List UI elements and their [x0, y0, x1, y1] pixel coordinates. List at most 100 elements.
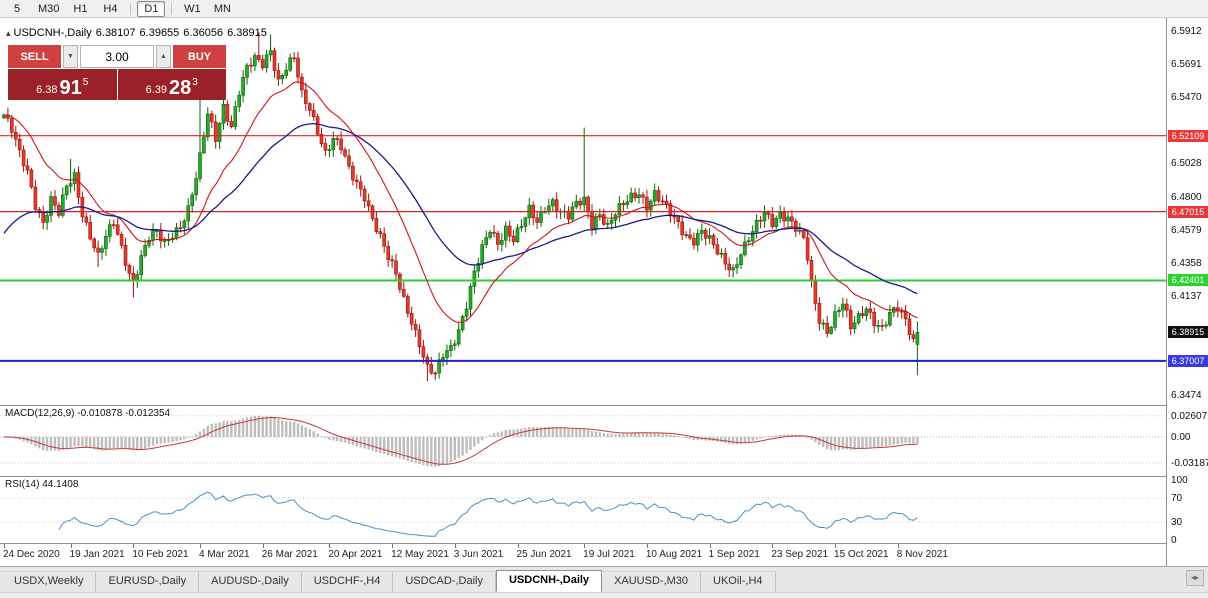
chart-tab-eurusd-daily[interactable]: EURUSD-,Daily — [96, 571, 200, 592]
chart-tab-usdx-weekly[interactable]: USDX,Weekly — [2, 571, 97, 592]
price-axis-badge: 6.42401 — [1168, 274, 1208, 287]
time-axis-tick — [133, 544, 135, 548]
timeframe-5[interactable]: 5 — [13, 2, 21, 15]
buy-price-button[interactable]: 6.39 28 3 — [117, 69, 226, 100]
chart-tab-usdchf-h4[interactable]: USDCHF-,H4 — [301, 571, 394, 592]
macd-axis-tick: 0.00 — [1171, 431, 1191, 443]
macd-chart — [0, 415, 1166, 467]
chart-tab-usdcad-daily[interactable]: USDCAD-,Daily — [393, 571, 496, 592]
time-axis-label: 12 May 2021 — [391, 549, 449, 560]
time-axis-label: 10 Aug 2021 — [645, 549, 703, 560]
time-axis-tick — [772, 544, 774, 548]
time-axis-label: 8 Nov 2021 — [896, 549, 948, 560]
time-axis-label: 25 Jun 2021 — [516, 549, 572, 560]
time-axis-tick — [709, 544, 711, 548]
timeframe-d1[interactable]: D1 — [137, 0, 166, 17]
time-axis-label: 24 Dec 2020 — [3, 549, 60, 560]
time-axis[interactable]: 24 Dec 2020 19 Jan 2021 10 Feb 2021 4 Mar 2… — [0, 544, 1166, 566]
rsi-axis-tick: 70 — [1171, 493, 1183, 504]
quote-open: 6.38107 — [95, 27, 136, 39]
buy-price-pips: 28 — [169, 77, 192, 99]
time-axis-label: 26 Mar 2021 — [261, 549, 318, 560]
volume-decrease-icon[interactable]: ▼ — [63, 45, 78, 68]
rsi-chart — [0, 491, 1166, 537]
rsi-axis-tick: 30 — [1171, 517, 1183, 528]
chart-tab-usdcnh-daily[interactable]: USDCNH-,Daily — [495, 570, 603, 592]
time-axis-label: 1 Sep 2021 — [708, 549, 760, 560]
time-axis-tick — [262, 544, 264, 548]
pane-separator — [0, 543, 1208, 544]
timeframe-h1[interactable]: H1 — [73, 2, 88, 15]
price-axis-tick: 6.5028 — [1171, 157, 1202, 169]
price-axis-tick: 6.5470 — [1171, 92, 1202, 104]
pane-separator[interactable] — [0, 476, 1208, 477]
price-axis-badge: 6.37007 — [1168, 354, 1208, 367]
sell-price-button[interactable]: 6.38 91 5 — [8, 69, 117, 100]
timeframe-m30[interactable]: M30 — [38, 2, 60, 15]
time-axis-label: 3 Jun 2021 — [453, 549, 504, 560]
buy-price-point: 3 — [192, 77, 198, 88]
quote-low: 6.36056 — [183, 27, 224, 39]
one-click-collapse-icon[interactable]: ▴ — [6, 28, 11, 38]
sell-button[interactable]: SELL — [8, 45, 61, 68]
candlestick-chart — [0, 32, 1166, 382]
time-axis-tick — [517, 544, 519, 548]
one-click-trading-panel: SELL ▼ ▲ BUY 6.38 91 5 6.39 28 3 — [8, 45, 226, 100]
volume-input[interactable] — [80, 45, 154, 68]
price-axis[interactable]: 6.5912 6.5691 6.5470 6.5028 6.4800 6.4579 6.43… — [1166, 18, 1208, 566]
time-axis-tick — [329, 544, 331, 548]
rsi-label: RSI(14) 44.1408 — [5, 479, 79, 490]
price-axis-tick: 6.3474 — [1171, 389, 1202, 401]
sell-price-pips: 91 — [59, 77, 82, 99]
timeframe-h4[interactable]: H4 — [103, 2, 118, 15]
buy-price-figure: 6.39 — [145, 84, 168, 96]
time-axis-label: 20 Apr 2021 — [328, 549, 383, 560]
rsi-pane-surface[interactable] — [0, 477, 1166, 543]
time-axis-tick — [70, 544, 72, 548]
time-axis-label: 19 Jan 2021 — [69, 549, 125, 560]
macd-axis-tick: 0.02607 — [1171, 410, 1208, 422]
time-axis-tick — [454, 544, 456, 548]
time-axis-tick — [200, 544, 201, 548]
price-axis-tick: 6.4579 — [1171, 224, 1202, 236]
toolbar-separator — [171, 2, 173, 15]
chart-tab-ukoil-h4[interactable]: UKOil-,H4 — [701, 571, 776, 592]
rsi-axis-tick: 100 — [1171, 475, 1188, 486]
timeframe-mn[interactable]: MN — [213, 2, 231, 15]
time-axis-label: 23 Sep 2021 — [771, 549, 829, 560]
toolbar-separator — [130, 2, 132, 15]
price-axis-badge: 6.47015 — [1168, 205, 1208, 218]
quote-high: 6.39655 — [139, 27, 180, 39]
quote-close: 6.38915 — [227, 27, 267, 39]
time-axis-tick — [392, 544, 394, 548]
timeframe-w1[interactable]: W1 — [184, 2, 201, 15]
time-axis-label: 4 Mar 2021 — [199, 549, 250, 560]
chart-tab-audusd-daily[interactable]: AUDUSD-,Daily — [199, 571, 302, 592]
time-axis-tick — [646, 544, 648, 548]
quote-ohlc-line: ▴ USDCNH-,Daily 6.38107 6.39655 6.36056 6.389… — [6, 27, 271, 39]
time-axis-tick — [4, 544, 5, 548]
main-chart-surface[interactable] — [0, 18, 1166, 405]
price-axis-tick: 6.4800 — [1171, 191, 1202, 203]
rsi-axis-tick: 0 — [1171, 535, 1177, 546]
time-axis-label: 15 Oct 2021 — [834, 549, 889, 560]
sell-price-figure: 6.38 — [36, 84, 58, 96]
timeframe-toolbar: 5 M30 H1 H4 D1 W1 MN — [0, 0, 1208, 18]
price-axis-tick: 6.4358 — [1171, 257, 1202, 269]
volume-increase-icon[interactable]: ▲ — [156, 45, 171, 68]
symbol-period-label: USDCNH-,Daily — [13, 27, 92, 39]
price-axis-tick: 6.5912 — [1171, 26, 1202, 38]
time-axis-label: 10 Feb 2021 — [132, 549, 189, 560]
pane-separator[interactable] — [0, 405, 1208, 406]
buy-button[interactable]: BUY — [173, 45, 226, 68]
price-axis-tick: 6.4137 — [1171, 290, 1202, 302]
tab-scroll-control[interactable]: ◂▸ — [1186, 570, 1204, 586]
chart-tab-xauusd-m30[interactable]: XAUUSD-,M30 — [602, 571, 702, 592]
time-axis-label: 19 Jul 2021 — [583, 549, 635, 560]
macd-pane-surface[interactable] — [0, 406, 1166, 476]
time-axis-tick — [835, 544, 837, 548]
macd-axis-tick: -0.03187 — [1171, 457, 1208, 469]
status-strip — [0, 592, 1208, 598]
macd-label: MACD(12,26,9) -0.010878 -0.012354 — [5, 408, 171, 419]
